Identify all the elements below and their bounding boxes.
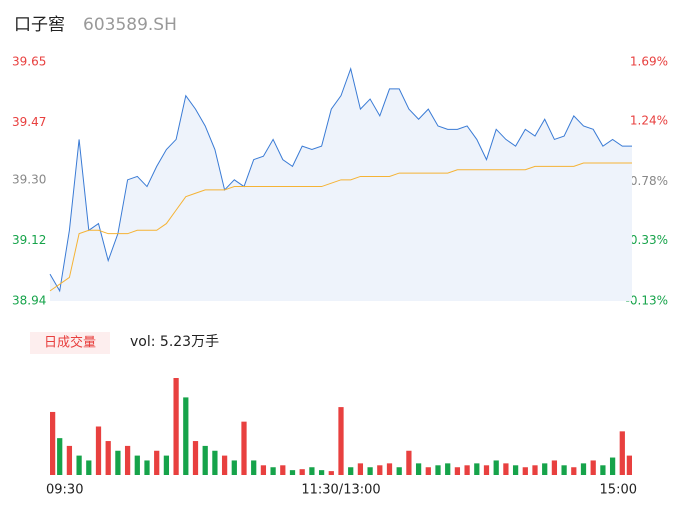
y2-tick-label: -0.13%	[626, 294, 668, 308]
volume-bar	[86, 460, 92, 475]
volume-bar	[512, 465, 519, 475]
volume-bar	[318, 470, 325, 475]
stock-code: 603589.SH	[83, 15, 177, 35]
y-tick-label: 39.47	[12, 115, 46, 129]
y2-tick-label: 1.24%	[630, 114, 668, 128]
volume-bar	[348, 467, 354, 475]
volume-bar	[192, 441, 199, 475]
volume-bar	[377, 465, 383, 475]
volume-bar	[289, 470, 296, 475]
stock-name: 口子窖	[14, 15, 65, 35]
volume-bar	[542, 463, 548, 475]
volume-bar	[415, 463, 422, 475]
x-tick-label: 11:30/13:00	[301, 483, 380, 498]
volume-bar	[212, 450, 218, 475]
volume-bar	[435, 465, 441, 475]
volume-bar	[95, 426, 102, 475]
volume-bar	[522, 467, 528, 475]
volume-label: 日成交量	[44, 335, 96, 351]
volume-bar	[57, 438, 63, 475]
y-tick-label: 39.65	[12, 55, 46, 69]
volume-bar	[454, 467, 461, 475]
average-line	[49, 162, 632, 292]
volume-bar	[115, 450, 121, 475]
volume-bar	[163, 455, 170, 475]
volume-bar	[299, 469, 305, 475]
volume-bar	[357, 463, 364, 475]
volume-bar	[173, 378, 179, 475]
volume-bar	[50, 411, 56, 475]
volume-bar	[183, 397, 189, 475]
volume-bar	[328, 471, 334, 475]
volume-bar	[474, 463, 480, 475]
volume-bar	[386, 463, 393, 475]
volume-bar	[76, 455, 82, 475]
volume-bar	[66, 445, 73, 475]
volume-bar	[532, 465, 538, 475]
volume-bar	[105, 441, 111, 475]
volume-bar	[580, 463, 587, 475]
price-area	[50, 68, 632, 301]
volume-bar	[503, 463, 509, 475]
x-tick-label: 15:00	[600, 483, 637, 498]
volume-bar	[600, 465, 606, 475]
x-tick-label: 09:30	[46, 483, 83, 498]
volume-bar	[280, 465, 286, 475]
volume-bar	[493, 460, 499, 475]
volume-label-box	[30, 332, 110, 354]
volume-bar	[590, 460, 596, 475]
volume-bar	[338, 407, 344, 475]
volume-bar	[483, 465, 490, 475]
y-tick-label: 39.12	[12, 233, 46, 247]
volume-bar	[445, 463, 451, 475]
volume-bar	[406, 450, 412, 475]
y2-tick-label: 0.33%	[630, 233, 668, 247]
volume-bar	[551, 460, 558, 475]
volume-bar	[309, 467, 315, 475]
y-tick-label: 38.94	[12, 294, 46, 308]
volume-bar	[367, 467, 373, 475]
volume-bar	[154, 450, 160, 475]
volume-bar	[626, 455, 632, 475]
volume-bar	[134, 455, 140, 475]
volume-bar	[221, 455, 228, 475]
volume-bar	[464, 465, 470, 475]
volume-bar	[231, 460, 237, 475]
volume-bar	[609, 457, 616, 475]
volume-bar	[260, 465, 267, 475]
volume-bar	[144, 460, 150, 475]
y-tick-label: 39.30	[12, 172, 46, 186]
volume-bar	[619, 431, 625, 475]
volume-bar	[396, 467, 402, 475]
y2-tick-label: 1.69%	[630, 55, 668, 69]
volume-bar	[251, 460, 257, 475]
volume-bar	[425, 467, 431, 475]
y2-tick-label: 0.78%	[630, 174, 668, 188]
volume-bar	[561, 465, 567, 475]
volume-bar	[270, 467, 276, 475]
volume-bar	[241, 421, 247, 475]
volume-bar	[202, 445, 208, 475]
volume-bar	[571, 467, 577, 475]
volume-total: vol: 5.23万手	[130, 334, 219, 350]
price-line	[49, 66, 632, 293]
volume-bar	[124, 445, 131, 475]
